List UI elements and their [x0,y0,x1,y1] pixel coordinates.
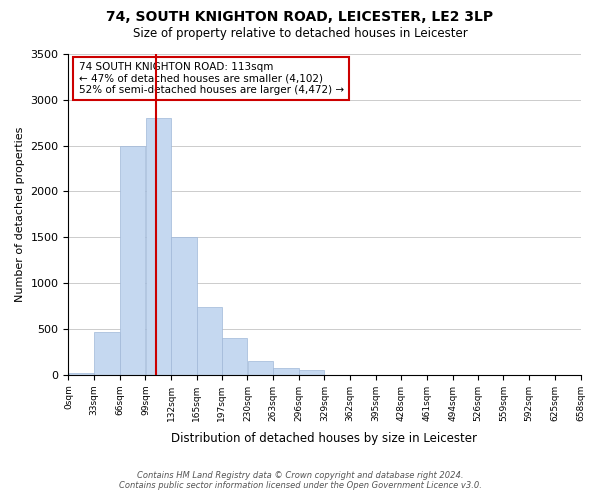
Bar [172,238,197,375]
Bar [197,307,221,375]
Bar [273,368,299,375]
Bar [146,118,171,375]
Bar [248,361,273,375]
Text: 74 SOUTH KNIGHTON ROAD: 113sqm
← 47% of detached houses are smaller (4,102)
52% : 74 SOUTH KNIGHTON ROAD: 113sqm ← 47% of … [79,62,344,95]
Text: 74, SOUTH KNIGHTON ROAD, LEICESTER, LE2 3LP: 74, SOUTH KNIGHTON ROAD, LEICESTER, LE2 … [106,10,494,24]
Text: Contains HM Land Registry data © Crown copyright and database right 2024.
Contai: Contains HM Land Registry data © Crown c… [119,470,481,490]
X-axis label: Distribution of detached houses by size in Leicester: Distribution of detached houses by size … [172,432,478,445]
Bar [222,338,247,375]
Text: Size of property relative to detached houses in Leicester: Size of property relative to detached ho… [133,28,467,40]
Bar [68,372,94,375]
Bar [120,146,145,375]
Bar [94,332,119,375]
Bar [299,370,324,375]
Y-axis label: Number of detached properties: Number of detached properties [15,126,25,302]
